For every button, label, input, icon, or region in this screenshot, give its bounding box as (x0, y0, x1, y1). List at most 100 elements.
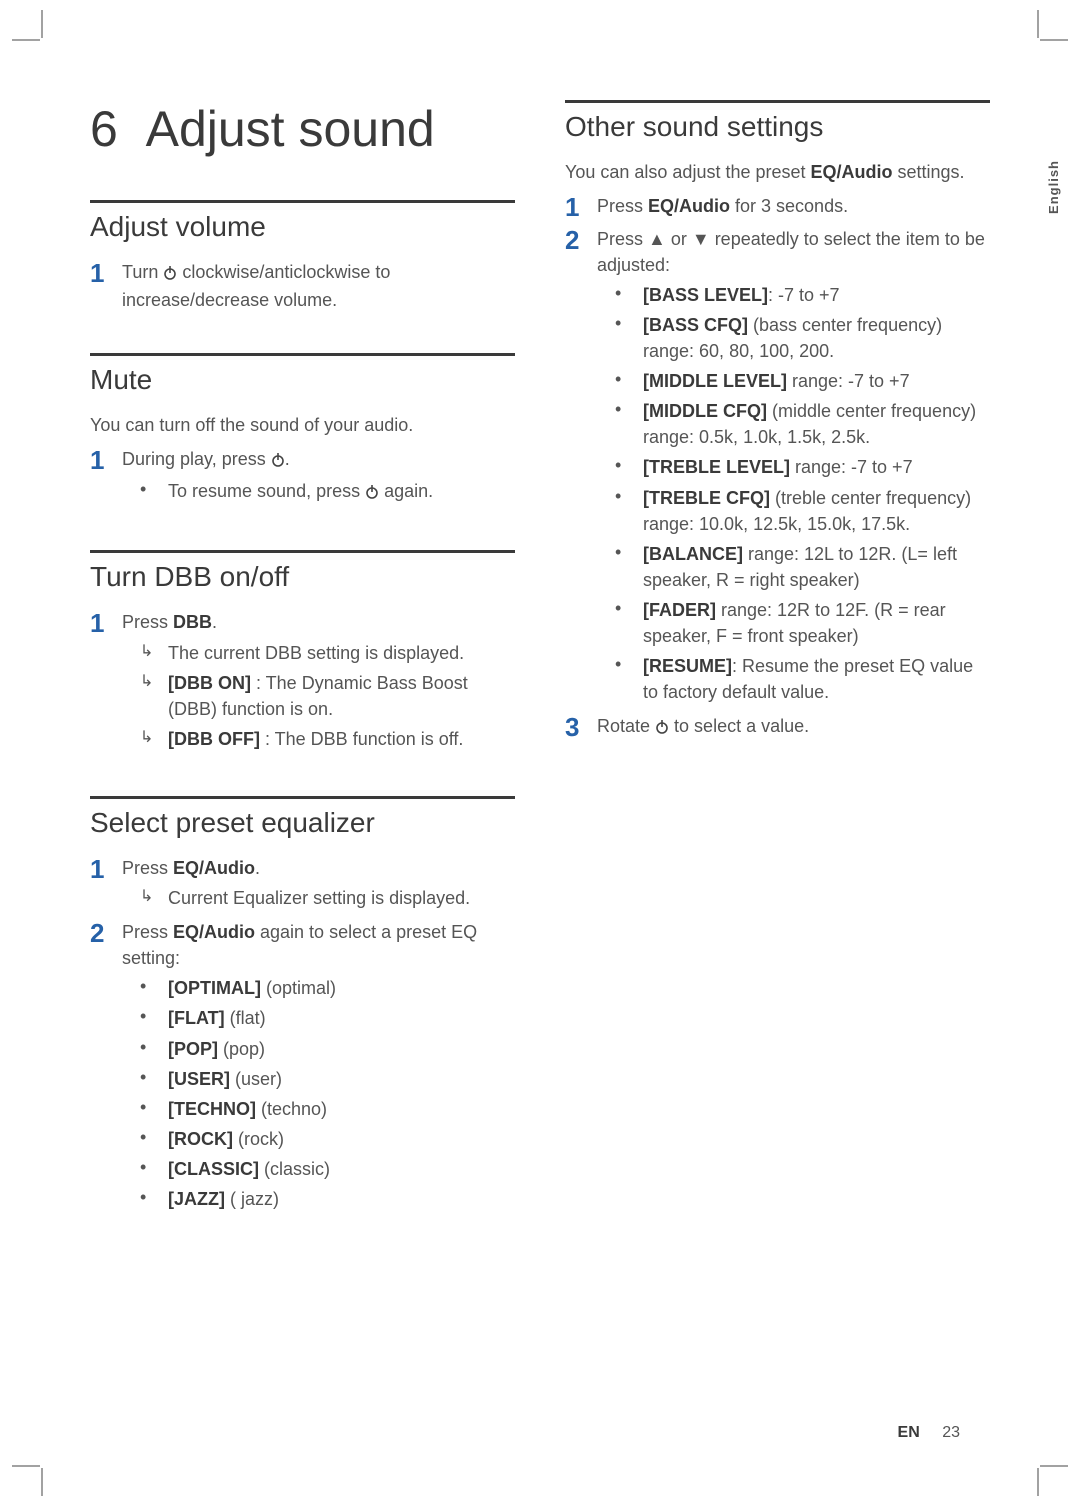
bold-text: [TECHNO] (168, 1099, 256, 1119)
bold-text: [ROCK] (168, 1129, 233, 1149)
text: range: -7 to +7 (790, 457, 913, 477)
bold-text: [RESUME] (643, 656, 732, 676)
sub-body: [ROCK] (rock) (168, 1126, 515, 1152)
footer-lang: EN (898, 1424, 920, 1441)
bold-text: [FLAT] (168, 1008, 225, 1028)
chapter-name: Adjust sound (146, 101, 435, 157)
down-triangle-icon: ▼ (692, 229, 710, 249)
bold-text: [USER] (168, 1069, 230, 1089)
list-item: •[RESUME]: Resume the preset EQ value to… (597, 653, 990, 705)
list-item: •[FADER] range: 12R to 12F. (R = rear sp… (597, 597, 990, 649)
step: 2 Press EQ/Audio again to select a prese… (90, 919, 515, 1216)
text: ( jazz) (225, 1189, 279, 1209)
text: Rotate (597, 716, 655, 736)
bullet-icon: • (140, 1186, 158, 1212)
bold-text: [OPTIMAL] (168, 978, 261, 998)
bold-text: DBB (173, 612, 212, 632)
text: range: -7 to +7 (787, 371, 910, 391)
sub-body: [USER] (user) (168, 1066, 515, 1092)
text: Press (122, 612, 173, 632)
sub-body: [OPTIMAL] (optimal) (168, 975, 515, 1001)
sub-body: [FLAT] (flat) (168, 1005, 515, 1031)
text: During play, press (122, 449, 271, 469)
bullet-icon: • (140, 1066, 158, 1092)
section-preset-eq: Select preset equalizer 1 Press EQ/Audio… (90, 796, 515, 1216)
intro-text: You can also adjust the preset EQ/Audio … (565, 159, 990, 185)
section-title-preset-eq: Select preset equalizer (90, 807, 515, 839)
bold-text: EQ/Audio (648, 196, 730, 216)
bullet-icon: • (615, 485, 633, 537)
bold-text: [CLASSIC] (168, 1159, 259, 1179)
bullet-icon: • (615, 454, 633, 480)
section-other-settings: Other sound settings You can also adjust… (565, 100, 990, 742)
bold-text: [MIDDLE LEVEL] (643, 371, 787, 391)
text: (rock) (233, 1129, 284, 1149)
sub-body: [CLASSIC] (classic) (168, 1156, 515, 1182)
chapter-number: 6 (90, 101, 118, 157)
list-item: •[MIDDLE CFQ] (middle center frequency) … (597, 398, 990, 450)
step-body: Turn clockwise/anticlockwise to increase… (122, 259, 515, 313)
result-item: ↳ Current Equalizer setting is displayed… (122, 885, 515, 911)
text: (pop) (218, 1039, 265, 1059)
bullet-icon: • (140, 1126, 158, 1152)
text: (techno) (256, 1099, 327, 1119)
bold-text: [MIDDLE CFQ] (643, 401, 767, 421)
step-number: 2 (565, 226, 583, 710)
step-number: 2 (90, 919, 108, 1216)
text: (optimal) (261, 978, 336, 998)
text: . (212, 612, 217, 632)
sub-body: Current Equalizer setting is displayed. (168, 885, 515, 911)
bullet-icon: • (615, 282, 633, 308)
section-rule (90, 796, 515, 799)
bullet-icon: • (615, 541, 633, 593)
list-item: • [TREBLE LEVEL] range: -7 to +7 (597, 454, 990, 480)
sub-body: [MIDDLE CFQ] (middle center frequency) r… (643, 398, 990, 450)
section-rule (565, 100, 990, 103)
list-item: •[FLAT] (flat) (122, 1005, 515, 1031)
step: 1 Press EQ/Audio for 3 seconds. (565, 193, 990, 222)
step-number: 1 (90, 259, 108, 313)
step-body: Press EQ/Audio. ↳ Current Equalizer sett… (122, 855, 515, 915)
text: (classic) (259, 1159, 330, 1179)
text: Press (597, 229, 648, 249)
crop-mark-tl (12, 10, 52, 50)
text: . (285, 449, 290, 469)
sub-body: [JAZZ] ( jazz) (168, 1186, 515, 1212)
power-icon (365, 480, 379, 506)
bold-text: [POP] (168, 1039, 218, 1059)
page-footer: EN 23 (898, 1424, 960, 1442)
bullet-icon: • (615, 597, 633, 649)
bullet-icon: • (615, 368, 633, 394)
text: again. (379, 481, 433, 501)
bold-text: [TREBLE LEVEL] (643, 457, 790, 477)
text: (user) (230, 1069, 282, 1089)
step: 1 Turn clockwise/anticlockwise to increa… (90, 259, 515, 313)
bold-text: [FADER] (643, 600, 716, 620)
text: (flat) (225, 1008, 266, 1028)
text: Press (122, 922, 173, 942)
sub-body: [BASS CFQ] (bass center frequency) range… (643, 312, 990, 364)
bullet-icon: • (140, 1156, 158, 1182)
section-title-mute: Mute (90, 364, 515, 396)
bold-text: [DBB OFF] (168, 729, 260, 749)
step-body: Press EQ/Audio again to select a preset … (122, 919, 515, 1216)
step: 2 Press ▲ or ▼ repeatedly to select the … (565, 226, 990, 710)
step: 1 During play, press . • To resume sound… (90, 446, 515, 510)
text: Turn (122, 262, 163, 282)
left-column: 6 Adjust sound Adjust volume 1 Turn cloc… (90, 100, 515, 1256)
bold-text: [BALANCE] (643, 544, 743, 564)
list-item: •[TECHNO] (techno) (122, 1096, 515, 1122)
section-title-adjust-volume: Adjust volume (90, 211, 515, 243)
step-number: 3 (565, 713, 583, 742)
text: : The DBB function is off. (260, 729, 463, 749)
list-item: •[BASS CFQ] (bass center frequency) rang… (597, 312, 990, 364)
step: 1 Press DBB. ↳ The current DBB setting i… (90, 609, 515, 755)
result-item: ↳ [DBB ON] : The Dynamic Bass Boost (DBB… (122, 670, 515, 722)
bold-text: [DBB ON] (168, 673, 251, 693)
bold-text: EQ/Audio (811, 162, 893, 182)
text: for 3 seconds. (730, 196, 848, 216)
sub-body: [TREBLE LEVEL] range: -7 to +7 (643, 454, 990, 480)
step-number: 1 (90, 855, 108, 915)
text: . (255, 858, 260, 878)
text: You can also adjust the preset (565, 162, 811, 182)
